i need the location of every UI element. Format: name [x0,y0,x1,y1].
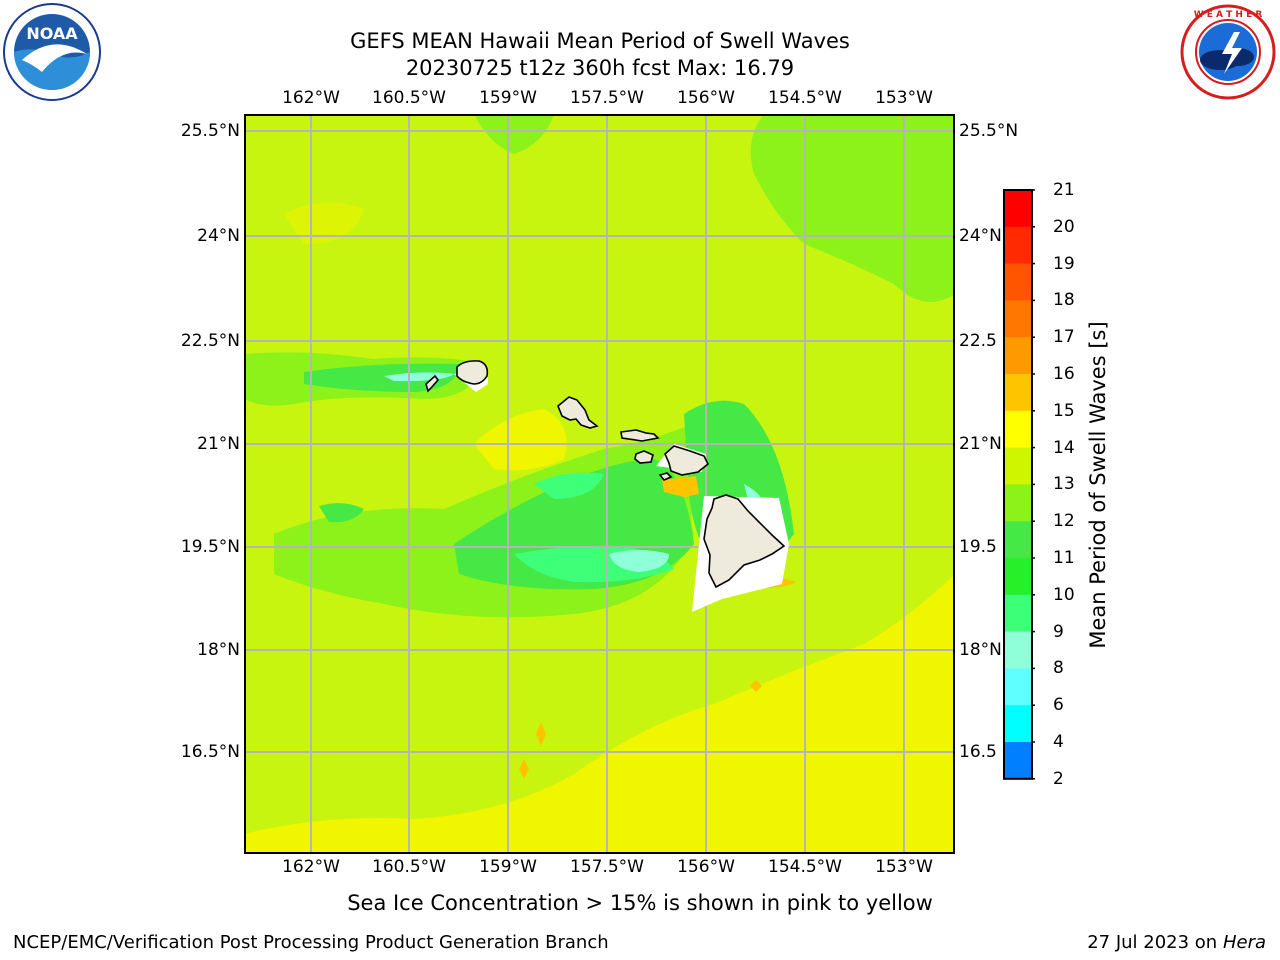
colorbar-tick-label: 10 [1053,584,1075,605]
island-niihau [425,374,440,393]
lon-label: 157.5°W [570,857,644,877]
field-15s-south [244,574,955,854]
colorbar-segment [1004,447,1032,485]
footer-credit: NCEP/EMC/Verification Post Processing Pr… [13,932,609,953]
field-15s-patch [474,409,567,471]
colorbar-tick-label: 16 [1053,364,1075,384]
lon-label: 159°W [479,857,537,877]
swell-period-map [244,114,955,854]
lat-label: 19.5 [959,537,997,557]
lat-label: 21°N [959,434,1002,454]
lon-label: 157.5°W [570,88,644,108]
graticule [244,114,955,854]
colorbar-segment [1004,631,1032,669]
lat-label: 25.5°N [959,121,1019,141]
lon-label: 154.5°W [768,857,842,877]
svg-text:W E A T H E R: W E A T H E R [1194,10,1263,20]
lon-label: 162°W [282,857,340,877]
island-kauai [456,360,489,385]
colorbar-tick-label: 17 [1053,327,1075,348]
lon-label: 162°W [282,88,340,108]
lat-label: 16.5 [959,742,997,762]
colorbar-label: Mean Period of Swell Waves [s] [1086,321,1110,649]
lat-label: 24°N [197,226,240,246]
island-hawaii [703,494,786,589]
lat-label: 18°N [197,640,240,660]
colorbar-segment [1004,410,1032,449]
field-12s-west-patch [319,503,364,523]
lon-label: 159°W [479,88,537,108]
lon-label: 160.5°W [372,88,446,108]
colorbar-tick-label: 4 [1053,732,1064,752]
lon-label: 160.5°W [372,857,446,877]
colorbar-tick-label: 8 [1053,658,1064,679]
colorbar-segment [1004,668,1032,706]
field-16s-spot [536,722,546,746]
colorbar-tick-label: 9 [1053,621,1064,642]
field-13s-north [474,114,554,154]
lat-label: 25.5°N [180,121,240,141]
field-11s-patch [534,472,604,499]
island-oahu [557,396,599,429]
colorbar-segment [1004,374,1032,412]
colorbar-tick-label: 12 [1053,511,1075,532]
colorbar-segment [1004,742,1032,780]
colorbar-tick-label: 13 [1053,474,1075,495]
field-16s-spot [519,759,529,779]
colorbar-segment [1004,190,1032,228]
colorbar-segment [1004,705,1032,743]
island-molokai [620,429,660,442]
footer-date-text: 27 Jul 2023 on [1087,932,1223,953]
lon-label: 153°W [875,88,933,108]
sea-ice-note: Sea Ice Concentration > 15% is shown in … [347,891,933,915]
lon-label: 156°W [677,88,735,108]
lon-label: 154.5°W [768,88,842,108]
colorbar-segment [1004,300,1032,338]
colorbar-frame [1003,189,1033,780]
colorbar-tick-label: 2 [1053,768,1064,789]
noaa-logo: NOAA [3,3,101,101]
map-subtitle-run: 20230725 t12z 360h fcst Max: 16.79 [405,56,795,80]
colorbar-tick-label: 20 [1053,216,1075,237]
noaa-logo-text: NOAA [26,24,78,43]
field-14s-light [284,202,364,244]
colorbar-segment [1004,558,1032,596]
lat-label: 22.5 [959,331,997,351]
footer-date: 27 Jul 2023 on Hera [1087,932,1266,953]
colorbar-segment [1004,521,1032,559]
colorbar-tick-label: 6 [1053,695,1064,716]
colorbar-segment [1004,594,1032,633]
colorbar-tick-label: 18 [1053,290,1075,311]
lat-label: 16.5°N [180,742,240,762]
colorbar-segment [1004,263,1032,301]
lat-label: 18°N [959,640,1002,660]
footer-host: Hera [1222,932,1266,953]
colorbar-tick-label: 14 [1053,437,1075,458]
colorbar-tick-label: 21 [1053,180,1075,200]
island-kahoolawe [658,472,673,481]
field-10s-patch [609,550,669,572]
lon-label: 156°W [677,857,735,877]
field-16s-spot [750,680,762,692]
colorbar-segment [1004,484,1032,522]
colorbar-segment [1004,226,1032,265]
colorbar-segment [1004,337,1032,375]
island-maui [664,445,710,476]
lat-label: 22.5°N [180,331,240,351]
map-title: GEFS MEAN Hawaii Mean Period of Swell Wa… [350,29,850,53]
field-12s-kauai-band [304,363,459,392]
colorbar [1003,189,1035,780]
colorbar-tick-label: 19 [1053,253,1075,274]
lat-label: 21°N [197,434,240,454]
colorbar-tick-label: 15 [1053,400,1075,421]
island-lanai [634,450,654,464]
lat-label: 24°N [959,226,1002,246]
islands [425,360,786,589]
nws-logo: W E A T H E R [1180,4,1276,100]
colorbar-tick-label: 11 [1053,548,1075,568]
field-16s-spot [662,476,699,497]
lat-label: 19.5°N [180,537,240,557]
map-frame [244,114,955,854]
lon-label: 153°W [875,857,933,877]
